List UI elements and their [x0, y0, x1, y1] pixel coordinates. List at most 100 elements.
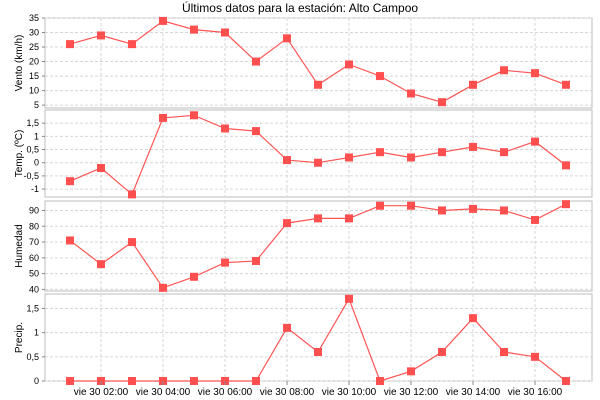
data-point-marker [469, 142, 477, 151]
data-point-marker [345, 153, 353, 162]
data-point-marker [376, 377, 384, 385]
data-point-marker [345, 60, 353, 69]
data-point-marker [314, 348, 322, 356]
data-point-marker [190, 111, 198, 120]
data-point-marker [469, 314, 477, 323]
data-point-marker [159, 283, 167, 292]
data-point-marker [190, 377, 198, 385]
y-axis-label: Precip. [14, 322, 25, 353]
data-point-marker [531, 137, 539, 146]
y-tick-label: 35 [29, 13, 39, 23]
x-tick-label: vie 30 04:00 [136, 387, 191, 398]
data-point-marker [469, 204, 477, 213]
data-point-marker [314, 80, 322, 89]
data-point-marker [531, 215, 539, 224]
data-point-marker [190, 272, 198, 281]
data-point-marker [562, 200, 570, 209]
y-tick-label: 20 [29, 57, 39, 67]
data-point-marker [159, 16, 167, 25]
y-tick-label: 25 [29, 42, 39, 52]
y-tick-label: 0,5 [26, 352, 39, 362]
y-tick-label: 0 [34, 158, 39, 168]
y-tick-label: 1,5 [26, 118, 39, 128]
x-tick-label: vie 30 10:00 [322, 387, 377, 398]
data-point-marker [221, 258, 229, 267]
x-tick-label: vie 30 14:00 [446, 387, 501, 398]
chart-title: Últimos datos para la estación: Alto Cam… [181, 1, 419, 15]
data-point-marker [376, 201, 384, 210]
y-tick-label: 10 [29, 86, 39, 96]
data-point-marker [252, 127, 260, 136]
y-tick-label: -1 [31, 184, 39, 194]
data-point-marker [407, 367, 415, 376]
data-point-marker [469, 80, 477, 89]
data-point-marker [376, 72, 384, 81]
data-point-marker [314, 214, 322, 223]
y-axis-label: Vento (km/h) [14, 35, 25, 92]
data-point-marker [407, 201, 415, 210]
data-point-marker [252, 377, 260, 385]
data-point-marker [345, 294, 353, 303]
data-point-marker [283, 219, 291, 228]
data-point-marker [66, 177, 74, 186]
y-tick-label: 0 [34, 376, 39, 386]
y-tick-label: 0,5 [26, 145, 39, 155]
data-point-marker [500, 348, 508, 356]
data-point-marker [221, 124, 229, 133]
data-point-marker [252, 57, 260, 66]
data-point-marker [500, 148, 508, 157]
y-tick-label: 15 [29, 71, 39, 81]
data-point-marker [562, 161, 570, 170]
y-tick-label: 40 [29, 284, 39, 294]
data-point-marker [407, 153, 415, 162]
data-point-marker [438, 148, 446, 157]
data-point-marker [283, 156, 291, 165]
y-axis-label: Temp. (ºC) [14, 130, 25, 178]
y-tick-label: 5 [34, 100, 39, 110]
data-point-marker [531, 352, 539, 361]
data-point-marker [283, 34, 291, 43]
data-point-marker [190, 25, 198, 34]
y-tick-label: 50 [29, 269, 39, 279]
panel-0-plot-area [44, 17, 593, 109]
data-point-marker [66, 377, 74, 385]
data-point-marker [438, 206, 446, 215]
data-point-marker [128, 190, 136, 199]
data-point-marker [66, 236, 74, 245]
data-point-marker [128, 238, 136, 247]
y-tick-label: 90 [29, 205, 39, 215]
data-point-marker [66, 40, 74, 49]
data-point-marker [438, 98, 446, 107]
y-tick-label: 80 [29, 221, 39, 231]
data-point-marker [221, 28, 229, 37]
data-point-marker [500, 206, 508, 215]
x-tick-label: vie 30 12:00 [384, 387, 439, 398]
y-tick-label: 1,5 [26, 304, 39, 314]
data-point-marker [407, 89, 415, 98]
data-point-marker [128, 40, 136, 49]
x-tick-label: vie 30 06:00 [198, 387, 253, 398]
data-point-marker [314, 158, 322, 167]
y-tick-label: -0,5 [23, 171, 39, 181]
data-point-marker [438, 348, 446, 356]
data-point-marker [376, 148, 384, 157]
data-point-marker [159, 113, 167, 122]
data-point-marker [531, 69, 539, 78]
data-point-marker [562, 80, 570, 89]
data-point-marker [283, 323, 291, 332]
x-tick-label: vie 30 08:00 [260, 387, 315, 398]
y-axis-label: Humedad [14, 224, 25, 267]
panel-3-plot-area [44, 293, 593, 382]
data-point-marker [252, 257, 260, 265]
data-point-marker [97, 260, 105, 269]
data-point-marker [345, 214, 353, 223]
y-tick-label: 30 [29, 28, 39, 38]
data-point-marker [97, 164, 105, 172]
data-point-marker [500, 66, 508, 75]
x-tick-label: vie 30 16:00 [508, 387, 563, 398]
x-tick-label: vie 30 02:00 [74, 387, 129, 398]
data-point-marker [128, 377, 136, 385]
y-tick-label: 1 [34, 328, 39, 338]
data-point-marker [97, 31, 105, 40]
